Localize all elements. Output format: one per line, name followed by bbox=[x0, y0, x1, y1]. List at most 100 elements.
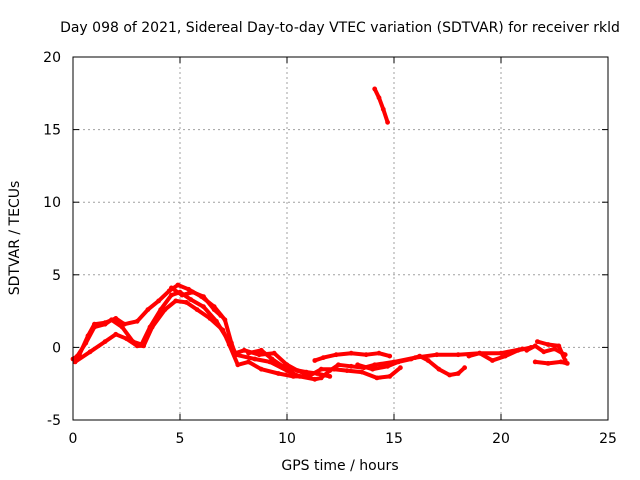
data-point bbox=[276, 371, 281, 376]
data-point bbox=[318, 366, 324, 372]
data-point bbox=[147, 324, 153, 330]
data-point bbox=[376, 95, 382, 101]
data-point bbox=[269, 356, 275, 362]
data-point bbox=[545, 361, 551, 366]
data-point bbox=[344, 368, 350, 373]
x-tick-label: 25 bbox=[599, 431, 617, 447]
data-point bbox=[246, 359, 251, 365]
data-point bbox=[425, 358, 431, 363]
series-track-1 bbox=[71, 283, 525, 382]
data-point bbox=[408, 356, 414, 362]
data-point bbox=[72, 359, 78, 365]
data-point bbox=[462, 365, 467, 371]
data-point bbox=[374, 375, 380, 381]
chart-title: Day 098 of 2021, Sidereal Day-to-day VTE… bbox=[60, 20, 620, 36]
data-point bbox=[188, 297, 194, 302]
x-tick-label: 10 bbox=[278, 431, 296, 447]
series-track-11 bbox=[533, 359, 570, 366]
data-point bbox=[92, 324, 97, 330]
data-point bbox=[179, 292, 185, 298]
data-point bbox=[552, 346, 557, 352]
series-track-10 bbox=[535, 339, 568, 363]
data-point bbox=[348, 363, 354, 369]
data-point bbox=[398, 365, 403, 371]
y-axis-label: SDTVAR / TECUs bbox=[7, 181, 23, 296]
data-point bbox=[348, 350, 354, 356]
data-point bbox=[502, 353, 508, 359]
data-point bbox=[372, 86, 378, 92]
data-point bbox=[355, 362, 360, 368]
data-point bbox=[532, 343, 538, 349]
data-point bbox=[455, 371, 461, 376]
x-tick-label: 20 bbox=[492, 431, 510, 447]
x-tick-label: 0 bbox=[69, 431, 78, 447]
data-point bbox=[447, 372, 452, 378]
data-point bbox=[498, 350, 504, 356]
data-point bbox=[395, 359, 401, 365]
data-point bbox=[258, 347, 264, 353]
data-point bbox=[312, 358, 318, 363]
data-point bbox=[280, 363, 286, 369]
data-point bbox=[241, 347, 247, 353]
data-point bbox=[524, 347, 530, 353]
data-point bbox=[376, 350, 382, 356]
data-point bbox=[314, 371, 320, 376]
data-point bbox=[119, 324, 125, 330]
data-point bbox=[169, 292, 174, 298]
data-point bbox=[233, 350, 239, 356]
data-point bbox=[359, 369, 365, 375]
data-point bbox=[252, 356, 258, 362]
data-point bbox=[558, 359, 564, 365]
data-point bbox=[303, 369, 309, 375]
data-point bbox=[556, 343, 562, 349]
data-point bbox=[169, 285, 174, 291]
data-point bbox=[190, 289, 196, 295]
x-tick-label: 15 bbox=[385, 431, 403, 447]
data-point bbox=[327, 374, 333, 379]
data-point bbox=[235, 362, 241, 368]
data-point bbox=[370, 366, 375, 372]
series-layer bbox=[70, 86, 570, 382]
data-point bbox=[186, 286, 192, 292]
data-point bbox=[211, 307, 217, 312]
data-point bbox=[515, 347, 521, 353]
data-point bbox=[173, 298, 179, 304]
data-point bbox=[222, 317, 228, 323]
data-point bbox=[87, 349, 93, 355]
data-point bbox=[385, 119, 390, 125]
data-point bbox=[246, 350, 251, 356]
data-point bbox=[102, 339, 108, 344]
data-point bbox=[466, 353, 472, 359]
data-point bbox=[321, 355, 326, 360]
data-point bbox=[372, 362, 378, 368]
x-tick-label: 5 bbox=[176, 431, 185, 447]
data-point bbox=[387, 374, 393, 379]
y-tick-label: 20 bbox=[43, 50, 61, 66]
data-point bbox=[156, 298, 162, 304]
data-point bbox=[336, 362, 341, 368]
data-point bbox=[184, 300, 189, 305]
data-point bbox=[331, 366, 337, 372]
data-point bbox=[434, 352, 440, 358]
data-point bbox=[477, 350, 482, 356]
data-point bbox=[139, 342, 144, 347]
x-axis-label: GPS time / hours bbox=[281, 458, 398, 474]
data-point bbox=[541, 349, 547, 355]
y-tick-label: 0 bbox=[52, 340, 61, 356]
data-point bbox=[201, 294, 206, 299]
data-point bbox=[201, 304, 206, 310]
data-point bbox=[83, 340, 89, 346]
data-point bbox=[134, 318, 140, 324]
data-point bbox=[417, 353, 423, 359]
data-point bbox=[130, 339, 136, 344]
data-point bbox=[224, 336, 230, 342]
tick-layer: 0 5 10 15 20 25 -5 0 5 10 15 20 bbox=[43, 50, 617, 447]
y-tick-label: -5 bbox=[47, 413, 61, 429]
data-point bbox=[109, 317, 114, 323]
data-point bbox=[363, 352, 369, 358]
data-point bbox=[387, 353, 393, 359]
data-point bbox=[532, 359, 538, 365]
data-point bbox=[385, 363, 390, 369]
data-point bbox=[288, 366, 294, 372]
